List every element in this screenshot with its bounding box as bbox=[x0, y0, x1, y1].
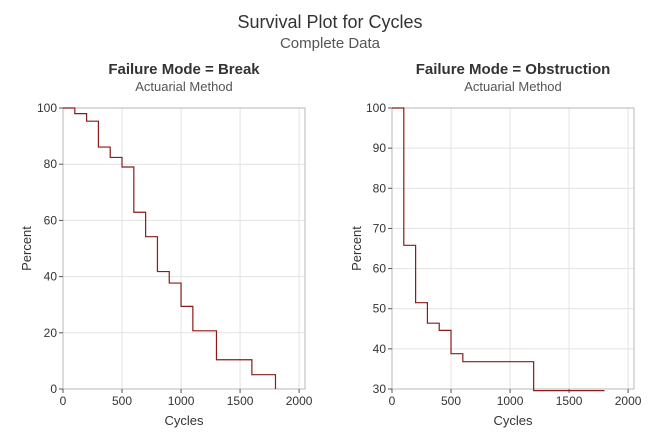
x-tick-label: 1500 bbox=[556, 394, 583, 408]
y-tick-label: 100 bbox=[366, 101, 386, 115]
x-tick-label: 1000 bbox=[168, 394, 195, 408]
y-tick-label: 100 bbox=[37, 101, 57, 115]
y-tick-label: 60 bbox=[373, 262, 387, 276]
y-tick-label: 70 bbox=[373, 221, 387, 235]
panel-subtitle: Actuarial Method bbox=[135, 79, 233, 94]
y-tick-label: 0 bbox=[50, 382, 57, 396]
y-tick-label: 50 bbox=[373, 302, 387, 316]
x-tick-label: 500 bbox=[112, 394, 132, 408]
figure-title: Survival Plot for Cycles bbox=[237, 12, 422, 32]
x-tick-label: 0 bbox=[389, 394, 396, 408]
survival-step-curve bbox=[63, 107, 277, 389]
y-tick-label: 40 bbox=[44, 270, 58, 284]
x-tick-label: 2000 bbox=[286, 394, 313, 408]
survival-step-curve bbox=[392, 107, 605, 392]
y-tick-label: 40 bbox=[373, 342, 387, 356]
plot-frame bbox=[391, 107, 635, 390]
y-tick-label: 90 bbox=[373, 141, 387, 155]
y-tick-label: 60 bbox=[44, 213, 58, 227]
x-tick-label: 1500 bbox=[227, 394, 254, 408]
panel-subtitle: Actuarial Method bbox=[464, 79, 562, 94]
y-tick-label: 30 bbox=[373, 382, 387, 396]
x-tick-label: 500 bbox=[441, 394, 461, 408]
y-axis-label: Percent bbox=[19, 226, 34, 271]
x-tick-label: 1000 bbox=[497, 394, 524, 408]
x-tick-label: 0 bbox=[60, 394, 67, 408]
x-axis-label: Cycles bbox=[493, 413, 533, 428]
y-tick-label: 80 bbox=[373, 181, 387, 195]
y-tick-label: 80 bbox=[44, 157, 58, 171]
plot-frame bbox=[62, 107, 306, 390]
y-tick-label: 20 bbox=[44, 326, 58, 340]
x-axis-label: Cycles bbox=[164, 413, 204, 428]
panel-title: Failure Mode = Obstruction bbox=[416, 61, 611, 78]
panel-title: Failure Mode = Break bbox=[108, 61, 260, 78]
x-tick-label: 2000 bbox=[615, 394, 642, 408]
figure-subtitle: Complete Data bbox=[280, 35, 381, 52]
y-axis-label: Percent bbox=[349, 226, 364, 271]
